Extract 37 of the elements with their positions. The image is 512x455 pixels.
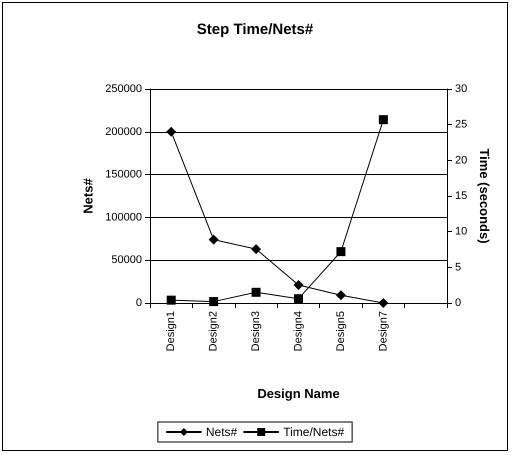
y-axis-title: Nets# bbox=[80, 178, 96, 214]
point bbox=[209, 297, 218, 306]
y2-tick-label: 20 bbox=[455, 154, 468, 166]
y2-tick-label: 10 bbox=[455, 226, 468, 238]
x-tick-label: Design3 bbox=[250, 311, 262, 352]
point bbox=[252, 288, 261, 297]
y2-tick-label: 0 bbox=[455, 297, 462, 309]
x-tick-label: Design4 bbox=[292, 311, 304, 352]
point bbox=[294, 280, 304, 290]
y-tick-label: 100000 bbox=[105, 211, 142, 224]
x-tick-label: Design1 bbox=[165, 311, 178, 352]
point bbox=[336, 247, 346, 256]
y-tick-label: 150000 bbox=[105, 168, 142, 181]
y-tick-label: 0 bbox=[136, 297, 142, 309]
chart-title: Step Time/Nets# bbox=[196, 21, 314, 38]
point bbox=[166, 126, 176, 137]
point bbox=[166, 296, 176, 305]
point bbox=[208, 234, 219, 245]
point bbox=[378, 115, 388, 124]
y-tick-label: 250000 bbox=[105, 83, 142, 95]
point bbox=[294, 294, 303, 304]
x-tick-label: Design7 bbox=[377, 311, 390, 352]
legend-label: Time/Nets# bbox=[283, 425, 344, 439]
x-tick-label: Design2 bbox=[208, 311, 220, 352]
point bbox=[251, 244, 262, 254]
legend-label: Nets# bbox=[206, 425, 238, 439]
point bbox=[378, 298, 388, 308]
y-tick-label: 200000 bbox=[105, 126, 142, 138]
point bbox=[336, 290, 346, 300]
x-tick-label: Design5 bbox=[334, 311, 347, 352]
y2-tick-label: 25 bbox=[455, 118, 468, 131]
x-axis-title: Design Name bbox=[257, 386, 340, 401]
y-tick-label: 50000 bbox=[111, 254, 142, 266]
y2-tick-label: 30 bbox=[455, 83, 468, 95]
y2-axis-title: Time (seconds) bbox=[477, 148, 492, 244]
y2-tick-label: 5 bbox=[455, 261, 462, 274]
y2-tick-label: 15 bbox=[455, 190, 468, 202]
